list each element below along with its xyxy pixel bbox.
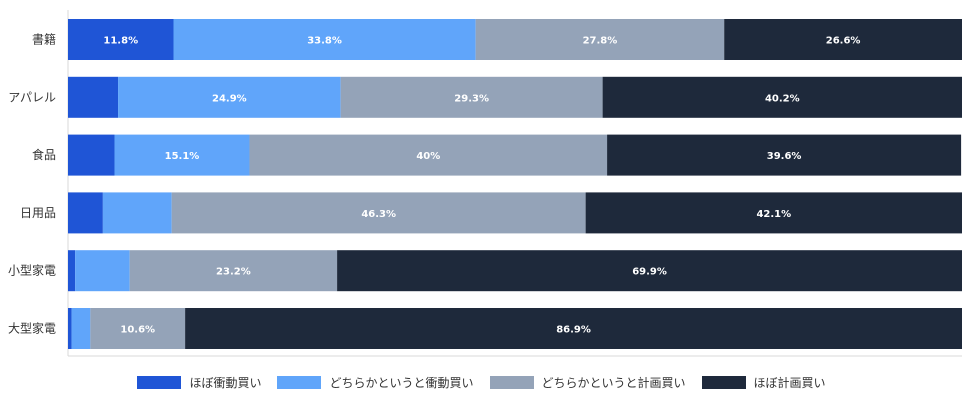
legend-label: ほぼ衝動買い (189, 376, 262, 390)
bar-segment (118, 76, 341, 118)
legend: ほぼ衝動買い どちらかというと衝動買い どちらかというと計画買い ほぼ計画買い (0, 374, 963, 391)
bar-segment (173, 19, 476, 60)
category-label: 食品 (32, 147, 56, 162)
bar-segment (185, 308, 962, 349)
bar-segment (475, 19, 725, 60)
bar-segment (68, 308, 72, 349)
category-label: アパレル (8, 90, 56, 104)
data-label: 26.6% (826, 36, 861, 47)
legend-label: どちらかというと計画買い (541, 376, 686, 390)
legend-item: ほぼ衝動買い (137, 374, 261, 391)
bar-segment (68, 192, 103, 234)
bar-segment (724, 19, 962, 60)
category-label: 書籍 (32, 32, 56, 47)
legend-swatch (701, 376, 746, 389)
bar-segment (602, 76, 962, 118)
category-label: 日用品 (20, 206, 56, 220)
bar-segment (340, 76, 603, 118)
category-label: 小型家電 (8, 263, 56, 278)
bar-segment (68, 134, 115, 176)
data-label: 24.9% (212, 93, 247, 104)
data-label: 39.6% (767, 151, 802, 162)
plot-area: 書籍 11.8% 33.8% 27.8% 26.6% アパレル 24.9% 29.3% 40.2… (8, 10, 962, 357)
data-label: 46.3% (361, 209, 396, 220)
data-label: 15.1% (165, 151, 200, 162)
bar-segment (71, 308, 91, 349)
data-label: 33.8% (307, 36, 342, 47)
data-label: 69.9% (632, 267, 667, 278)
bar-segment (171, 192, 586, 234)
data-label: 10.6% (120, 325, 155, 336)
data-label: 40.2% (765, 93, 800, 104)
legend-item: どちらかというと計画買い (489, 374, 686, 391)
legend-label: ほぼ計画買い (753, 376, 826, 390)
legend-swatch (137, 376, 182, 389)
bar-segment (249, 134, 608, 176)
bar-segment (102, 192, 172, 234)
bar-segment (68, 76, 119, 118)
bar-segment (114, 134, 250, 176)
bar-segment (607, 134, 962, 176)
bar-segment (68, 250, 76, 292)
data-label: 86.9% (556, 325, 591, 336)
data-label: 27.8% (583, 36, 618, 47)
bar-segment (75, 250, 130, 292)
legend-item: ほぼ計画買い (701, 374, 826, 391)
bar-segment (68, 19, 174, 60)
data-label: 29.3% (454, 93, 489, 104)
legend-swatch (489, 376, 534, 389)
bar-segment (337, 250, 962, 292)
data-label: 40% (416, 151, 440, 162)
data-label: 42.1% (756, 209, 791, 220)
category-label: 大型家電 (8, 321, 56, 336)
legend-label: どちらかというと衝動買い (329, 376, 474, 390)
legend-swatch (277, 376, 322, 389)
legend-item: どちらかというと衝動買い (277, 374, 474, 391)
data-label: 23.2% (216, 267, 251, 278)
bar-segment (585, 192, 962, 234)
bar-segment (129, 250, 338, 292)
bar-segment (90, 308, 186, 349)
data-label: 11.8% (103, 36, 138, 47)
